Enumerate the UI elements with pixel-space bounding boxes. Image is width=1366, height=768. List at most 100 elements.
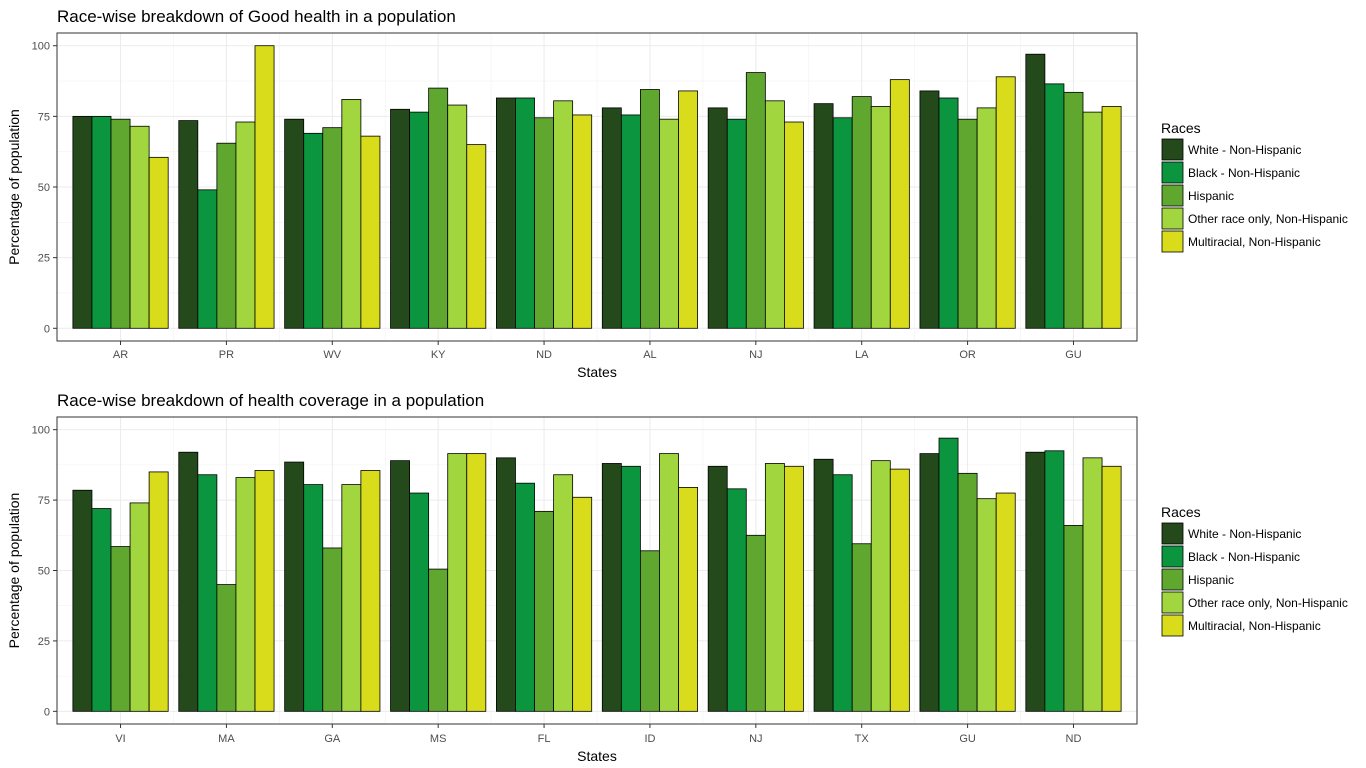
x-tick-label: LA [855,349,869,361]
bar-ms-series-5 [466,453,487,712]
bar-la-series-4 [870,106,891,329]
x-tick-label: AL [643,349,656,361]
bar-gu-series-2 [938,437,959,712]
bar-nd-series-1 [496,97,516,329]
bar-gu-series-3 [957,472,978,712]
legend-label-2: Black - Non-Hispanic [1188,166,1300,180]
x-tick-label: VI [115,733,125,745]
bar-ar-series-1 [72,115,93,329]
bar-ar-series-3 [110,118,131,329]
bar-al-series-1 [601,107,622,329]
bar-gu-series-4 [976,498,997,712]
bar-ga-series-1 [284,461,305,712]
bar-nd-series-3 [1063,525,1084,712]
bar-gu-series-5 [995,492,1016,712]
bar-or-series-5 [995,76,1016,329]
y-tick-label: 50 [38,182,50,194]
x-tick-label: PR [219,349,234,361]
bar-or-series-4 [976,107,997,329]
legend-label-5: Multiracial, Non-Hispanic [1188,235,1321,249]
bar-wv-series-1 [284,118,305,329]
bar-la-series-3 [851,96,872,329]
bar-ms-series-3 [428,568,449,712]
bar-ma-series-5 [254,470,275,712]
x-tick-label: ND [1066,733,1082,745]
legend-key-1 [1161,138,1184,161]
bar-nj-series-2 [726,118,747,329]
legend-title: Races [1161,120,1201,136]
y-tick-label: 75 [38,495,50,507]
legend-key-4 [1161,591,1184,614]
bar-tx-series-1 [813,458,834,712]
y-tick-label: 0 [44,323,50,335]
bar-al-series-5 [678,90,698,329]
bar-ar-series-2 [91,115,112,329]
bar-nj-series-1 [707,465,728,712]
y-axis-title: Percentage of population [6,109,22,265]
bar-la-series-2 [832,117,853,329]
bar-ky-series-4 [447,104,468,329]
y-tick-label: 25 [38,636,50,648]
bar-nd-series-2 [515,97,535,329]
bar-id-series-4 [659,453,679,712]
x-tick-label: MS [430,733,447,745]
bar-nj-series-1 [707,107,728,329]
bar-nj-series-4 [764,100,785,329]
bar-nj-series-3 [745,534,766,712]
x-tick-label: GU [1065,349,1082,361]
bar-nd-series-4 [553,100,574,329]
legend-key-2 [1161,545,1184,568]
bar-pr-series-2 [197,189,218,329]
legend-label-1: White - Non-Hispanic [1188,527,1301,541]
bar-la-series-5 [889,79,910,329]
bar-id-series-5 [678,487,698,712]
bar-or-series-2 [938,97,959,329]
bar-ga-series-4 [341,484,362,712]
chart-panel-2: Race-wise breakdown of health coverage i… [6,391,1348,764]
x-tick-label: GU [959,733,976,745]
y-axis-title: Percentage of population [6,493,22,649]
bar-id-series-2 [620,465,641,712]
bar-gu-series-1 [919,453,940,712]
bar-tx-series-2 [832,474,853,712]
legend-key-3 [1161,568,1184,591]
x-tick-label: NJ [749,733,762,745]
bar-nd-series-2 [1044,450,1065,712]
bar-or-series-1 [919,90,940,329]
bar-wv-series-2 [303,132,324,329]
bar-al-series-4 [659,118,679,329]
bar-fl-series-1 [496,457,516,712]
legend-title: Races [1161,504,1201,520]
bar-nd-series-4 [1082,457,1103,712]
legend-label-3: Hispanic [1188,573,1234,587]
legend-label-3: Hispanic [1188,189,1234,203]
bar-nj-series-4 [764,463,785,712]
bar-ga-series-5 [360,470,381,712]
x-tick-label: GA [324,733,341,745]
bar-gu-series-4 [1082,111,1103,329]
bar-nj-series-5 [784,465,804,712]
bar-fl-series-5 [572,496,593,712]
bar-ma-series-2 [197,474,218,712]
chart-title: Race-wise breakdown of Good health in a … [57,7,456,26]
y-tick-label: 75 [38,111,50,123]
legend-key-5 [1161,614,1184,637]
bar-ky-series-3 [428,87,449,329]
bar-nd-series-5 [572,114,593,329]
y-tick-label: 100 [32,425,50,437]
legend-label-5: Multiracial, Non-Hispanic [1188,619,1321,633]
legend-key-2 [1161,161,1184,184]
legend-key-1 [1161,522,1184,545]
bar-ky-series-2 [409,111,430,329]
bar-ma-series-4 [235,477,256,712]
bar-wv-series-3 [322,127,343,329]
bar-wv-series-5 [360,135,381,329]
y-tick-label: 0 [44,706,50,718]
bar-ms-series-1 [390,460,410,712]
bar-tx-series-4 [870,460,891,712]
bar-vi-series-3 [110,546,131,712]
legend-label-1: White - Non-Hispanic [1188,143,1301,157]
bar-fl-series-4 [553,474,574,712]
bar-ga-series-3 [322,547,343,712]
